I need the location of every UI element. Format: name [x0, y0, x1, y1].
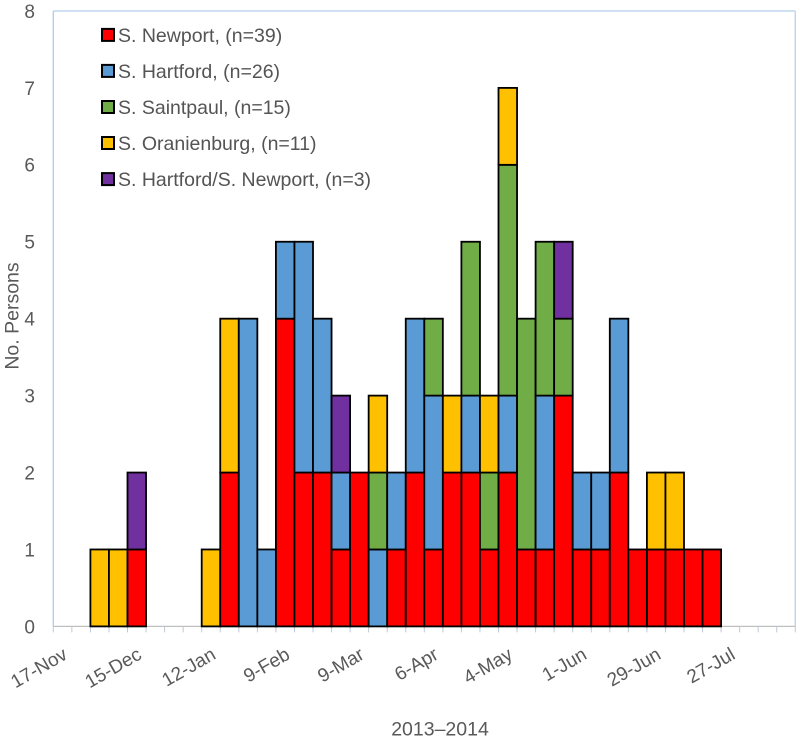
svg-text:4: 4 [24, 310, 35, 331]
svg-text:S. Newport, (n=39): S. Newport, (n=39) [118, 25, 282, 47]
svg-text:2013–2014: 2013–2014 [391, 719, 489, 739]
svg-text:S. Hartford, (n=26): S. Hartford, (n=26) [118, 61, 280, 83]
svg-text:1: 1 [24, 540, 35, 561]
svg-text:No. Persons: No. Persons [2, 262, 24, 370]
svg-text:8: 8 [24, 2, 35, 23]
svg-text:3: 3 [24, 387, 35, 408]
svg-text:S. Saintpaul, (n=15): S. Saintpaul, (n=15) [118, 97, 291, 119]
svg-text:7: 7 [24, 79, 35, 100]
svg-text:S. Oranienburg, (n=11): S. Oranienburg, (n=11) [118, 133, 317, 155]
svg-text:5: 5 [24, 233, 35, 254]
svg-text:2: 2 [24, 463, 35, 484]
svg-text:0: 0 [24, 617, 35, 638]
svg-text:S. Hartford/S. Newport, (n=3): S. Hartford/S. Newport, (n=3) [118, 169, 371, 191]
svg-text:6: 6 [24, 156, 35, 177]
